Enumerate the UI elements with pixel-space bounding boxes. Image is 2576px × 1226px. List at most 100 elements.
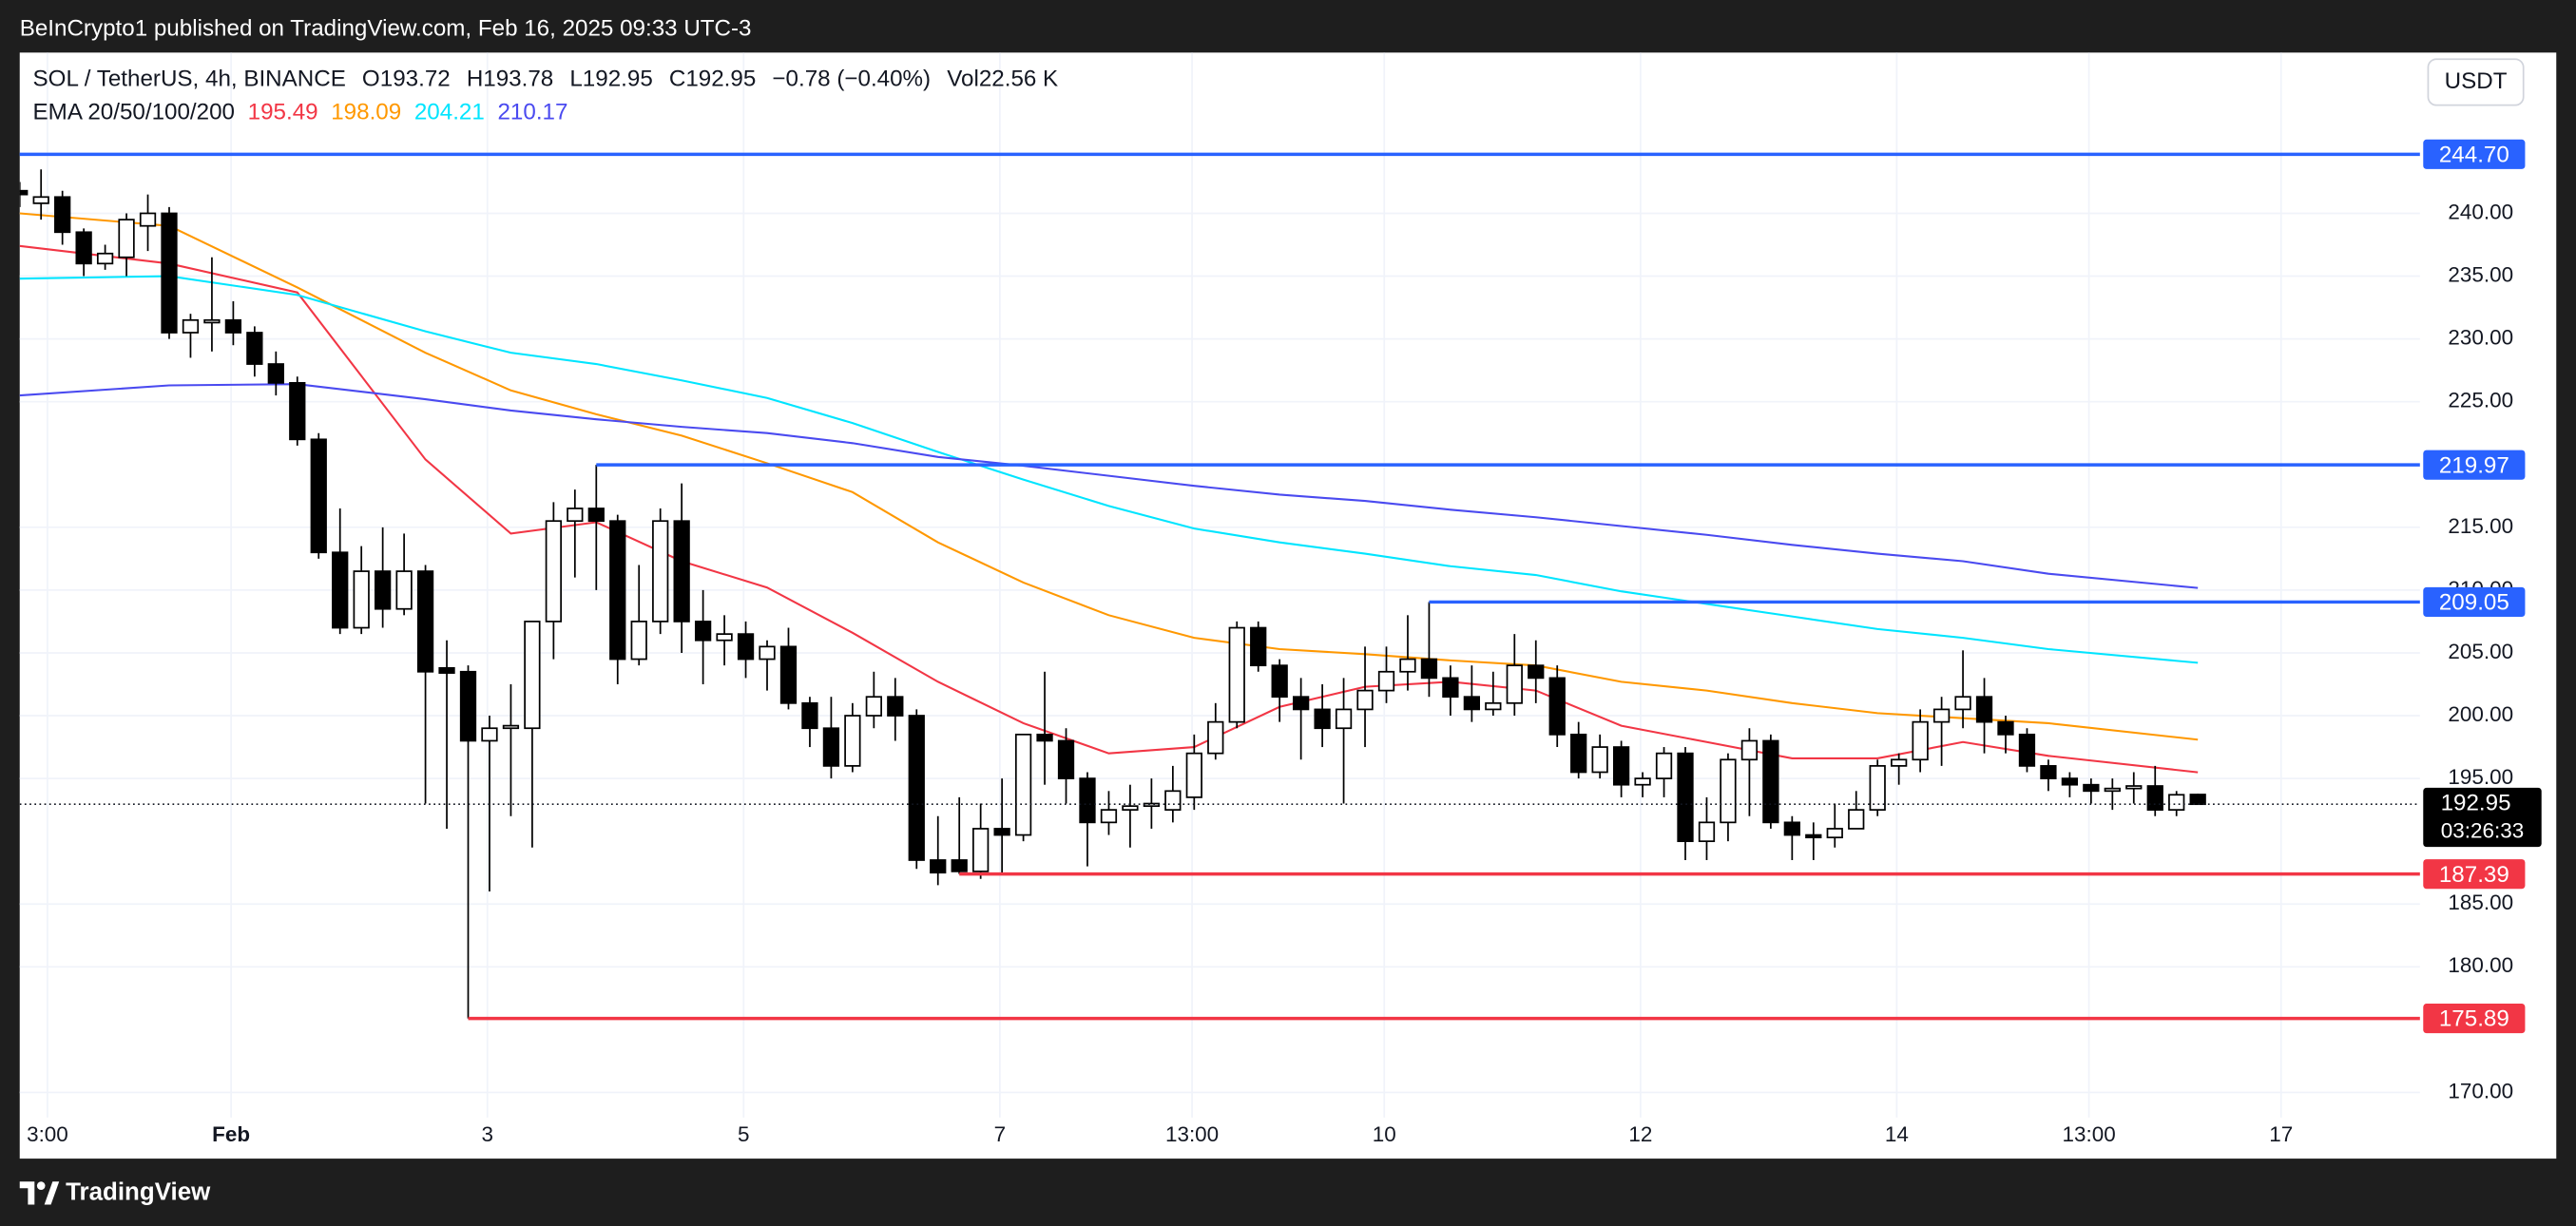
ema-line <box>19 212 2199 741</box>
candle-body <box>75 231 92 265</box>
level-label-box <box>2423 139 2526 169</box>
candle-body <box>759 645 776 661</box>
candle-body <box>224 318 242 334</box>
candle-body <box>1634 777 1651 786</box>
candle-body <box>524 621 541 730</box>
candle-body <box>972 828 990 872</box>
candle-body <box>1570 733 1587 774</box>
candle-body <box>1314 708 1331 730</box>
candle-body <box>1014 733 1032 836</box>
x-tick-label: 3:00 <box>27 1122 68 1146</box>
x-tick-label: 17 <box>2269 1122 2293 1146</box>
candle-body <box>652 520 669 623</box>
candle-body <box>993 828 1010 836</box>
candle-body <box>737 633 755 661</box>
candle-body <box>1036 733 1053 742</box>
ema-value: 198.09 <box>331 100 401 125</box>
ema-value: 210.17 <box>497 100 567 125</box>
candle-body <box>1228 626 1245 723</box>
y-tick-label: 170.00 <box>2448 1079 2513 1102</box>
candle-body <box>1271 664 1288 699</box>
candle-body <box>801 701 818 730</box>
candle-body <box>481 727 498 742</box>
currency[interactable]: USDT <box>2445 68 2508 94</box>
candle-body <box>161 212 178 334</box>
candle-body <box>182 318 200 334</box>
candle-body <box>1164 790 1182 811</box>
ema-line <box>19 383 2199 589</box>
low-letter: L <box>569 67 582 92</box>
candle-body <box>2189 794 2206 806</box>
y-tick-label: 205.00 <box>2448 640 2513 663</box>
legend-line: SOL / TetherUS, 4h, BINANCE O193.72 H193… <box>33 67 1059 92</box>
candle-body <box>609 520 626 661</box>
level-label-box <box>2423 1004 2526 1034</box>
candle-body <box>1420 658 1438 680</box>
currency-button[interactable] <box>2427 58 2525 106</box>
last-price-box <box>2423 787 2542 848</box>
x-tick-label: 12 <box>1628 1122 1652 1146</box>
y-tick-label: 225.00 <box>2448 389 2513 412</box>
candle-body <box>822 727 840 767</box>
candle-body <box>310 438 327 554</box>
level-label: 175.89 <box>2439 1006 2509 1032</box>
high-value: 193.78 <box>483 67 553 92</box>
x-tick-label: 13:00 <box>2062 1122 2115 1146</box>
open-letter: O <box>362 67 380 92</box>
candle-body <box>1356 689 1374 711</box>
candle-body <box>1698 821 1716 843</box>
y-tick-label: 230.00 <box>2448 326 2513 350</box>
level-label-box <box>2423 859 2526 890</box>
volume-value: 22.56 K <box>979 67 1058 92</box>
close-letter: C <box>669 67 685 92</box>
candle-body <box>1485 701 1502 711</box>
candle-body <box>2040 765 2057 779</box>
candle-body <box>1122 805 1139 811</box>
y-tick-label: 185.00 <box>2448 891 2513 914</box>
ema-name: EMA 20/50/100/200 <box>33 100 235 125</box>
candle-body <box>865 696 882 717</box>
candle-body <box>96 252 114 265</box>
open-value: 193.72 <box>380 67 451 92</box>
candle-body <box>1591 746 1608 774</box>
candle-body <box>1975 696 1993 723</box>
candle-body <box>1720 758 1737 824</box>
candle-body <box>1250 626 1267 667</box>
candle-body <box>1740 739 1759 761</box>
footer-brand: TradingView <box>66 1178 211 1205</box>
x-tick-label: 13:00 <box>1165 1122 1219 1146</box>
candle-body <box>1335 708 1353 730</box>
candle-body <box>1057 739 1075 779</box>
candle-body <box>1528 664 1545 680</box>
candle-body <box>395 570 413 610</box>
candle-body <box>1463 696 1481 711</box>
candle-body <box>1399 658 1416 673</box>
candle-body <box>1442 677 1459 699</box>
candle-body <box>1185 752 1202 798</box>
candle-body <box>1079 777 1096 824</box>
chart-area <box>19 52 2557 1159</box>
plot <box>19 169 2420 1019</box>
candle-body <box>139 212 157 227</box>
last-price-label: 192.95 <box>2441 791 2511 816</box>
level-label-box <box>2423 586 2526 618</box>
candle-body <box>779 645 798 704</box>
candle-body <box>1891 758 1908 767</box>
candle-body <box>1912 720 1929 761</box>
candle-body <box>2083 783 2100 793</box>
candle-body <box>502 724 520 730</box>
close-value: 192.95 <box>685 67 756 92</box>
candle-body <box>1783 821 1800 836</box>
tradingview-logo <box>19 1181 60 1205</box>
candle-body <box>1997 720 2014 736</box>
y-tick-label: 240.00 <box>2448 200 2513 223</box>
candle-body <box>887 696 904 717</box>
ema-legend: EMA 20/50/100/200 195.49 198.09 204.21 2… <box>33 100 568 125</box>
candle-body <box>1143 802 1161 808</box>
level-label: 187.39 <box>2439 862 2509 888</box>
candle-body <box>630 621 647 661</box>
candle-body <box>694 621 712 642</box>
candle-body <box>375 570 392 610</box>
candle-body <box>2061 777 2079 786</box>
